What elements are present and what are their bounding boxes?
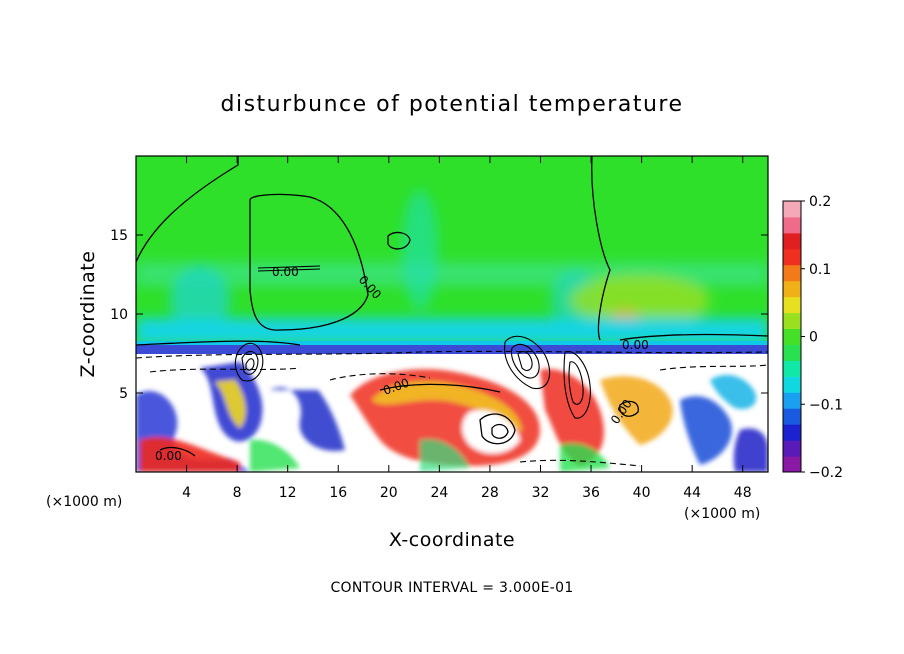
x-tick-label: 28 bbox=[481, 485, 499, 501]
colorbar-segment bbox=[783, 344, 801, 361]
colorbar-tick-label: 0.1 bbox=[809, 262, 831, 278]
colorbar-segment bbox=[783, 216, 801, 234]
colorbar-ticks: 0.2 0.1 0 −0.1 −0.2 bbox=[801, 194, 843, 481]
contour-label: 0.00 bbox=[622, 338, 649, 352]
contour-label: 0.00 bbox=[272, 265, 299, 279]
colorbar-segment bbox=[783, 201, 801, 218]
y-axis-ticks: 5 10 15 bbox=[110, 228, 768, 402]
chart-title: disturbunce of potential temperature bbox=[221, 92, 684, 117]
y-axis-unit: (×1000 m) bbox=[46, 494, 122, 510]
colorbar-segment bbox=[783, 312, 801, 330]
x-axis-unit: (×1000 m) bbox=[684, 506, 760, 522]
y-axis-label: Z-coordinate bbox=[77, 251, 99, 378]
contour-label: 0.00 bbox=[155, 449, 182, 463]
colorbar-segment bbox=[783, 408, 801, 425]
colorbar-segment bbox=[783, 264, 801, 282]
y-tick-label: 10 bbox=[110, 307, 128, 323]
colorbar-segment bbox=[783, 232, 801, 250]
heatmap-field bbox=[136, 156, 768, 472]
x-axis-ticks: 4 8 12 16 20 24 28 32 36 40 44 48 bbox=[182, 156, 752, 501]
colorbar-tick-label: −0.1 bbox=[809, 397, 843, 413]
colorbar-tick-label: −0.2 bbox=[809, 465, 843, 481]
x-axis-label: X-coordinate bbox=[389, 529, 515, 551]
x-tick-label: 12 bbox=[279, 485, 297, 501]
colorbar-segment bbox=[783, 392, 801, 409]
colorbar-segment bbox=[783, 328, 801, 345]
x-tick-label: 36 bbox=[582, 485, 600, 501]
colorbar-segment bbox=[783, 456, 801, 473]
x-tick-label: 40 bbox=[633, 485, 651, 501]
colorbar-segment bbox=[783, 296, 801, 314]
y-tick-label: 5 bbox=[119, 386, 128, 402]
x-tick-label: 4 bbox=[182, 485, 191, 501]
colorbar-segment bbox=[783, 248, 801, 266]
x-tick-label: 24 bbox=[430, 485, 448, 501]
x-tick-label: 16 bbox=[329, 485, 347, 501]
colorbar-tick-label: 0.2 bbox=[809, 194, 831, 210]
colorbar bbox=[782, 200, 802, 473]
y-tick-label: 15 bbox=[110, 228, 128, 244]
x-tick-label: 32 bbox=[532, 485, 550, 501]
x-tick-label: 20 bbox=[380, 485, 398, 501]
colorbar-segment bbox=[783, 376, 801, 393]
colorbar-segment bbox=[783, 280, 801, 298]
colorbar-segment bbox=[783, 360, 801, 377]
x-tick-label: 48 bbox=[734, 485, 752, 501]
colorbar-segment bbox=[783, 440, 801, 457]
colorbar-tick-label: 0 bbox=[809, 330, 818, 346]
contour-interval-note: CONTOUR INTERVAL = 3.000E-01 bbox=[330, 580, 573, 596]
colorbar-segment bbox=[783, 424, 801, 441]
x-tick-label: 8 bbox=[233, 485, 242, 501]
x-tick-label: 44 bbox=[683, 485, 701, 501]
